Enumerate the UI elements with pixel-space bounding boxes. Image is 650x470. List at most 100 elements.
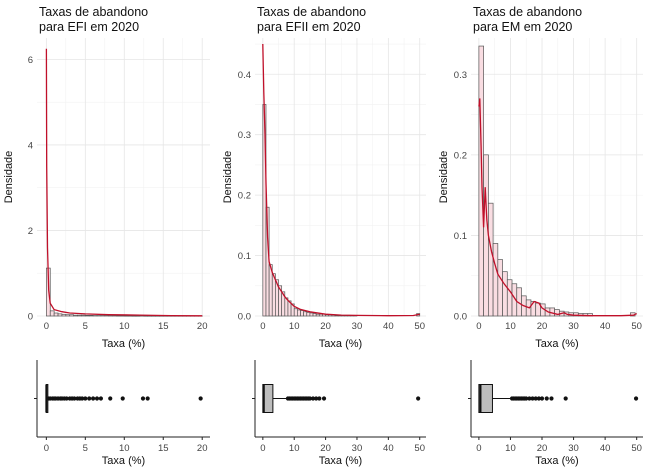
boxplot-x-tick-label: 40 [600, 443, 611, 454]
y-tick-label: 6 [28, 55, 33, 66]
boxplot-outlier [91, 396, 96, 401]
y-tick-label: 4 [28, 140, 33, 151]
boxplot-x-tick-label: 40 [383, 443, 394, 454]
density-curve [478, 98, 637, 317]
x-tick-label: 0 [260, 321, 265, 332]
boxplot-outlier [310, 396, 316, 401]
boxplot-x-axis-label: Taxa (%) [102, 455, 145, 467]
panel-title-line: para EFII em 2020 [257, 20, 361, 34]
y-tick-label: 0.2 [454, 150, 467, 161]
boxplot-x-axis-label: Taxa (%) [319, 455, 362, 467]
boxplot-outlier [544, 396, 549, 401]
boxplot-x-tick-label: 15 [158, 443, 169, 454]
histogram-bar [318, 313, 323, 317]
x-tick-label: 0 [476, 321, 481, 332]
boxplot-x-tick-label: 50 [631, 443, 642, 454]
boxplot-outlier [317, 396, 322, 401]
y-tick-label: 0.3 [454, 70, 467, 81]
boxplot-outlier [549, 396, 554, 401]
histogram-bar [506, 279, 513, 317]
boxplot-outlier [307, 396, 313, 401]
y-tick-label: 0 [28, 312, 33, 323]
histogram-bar [497, 259, 503, 317]
x-tick-label: 20 [320, 321, 331, 332]
x-tick-label: 20 [197, 321, 208, 332]
boxplot-outlier [314, 396, 319, 401]
histogram-bar [488, 202, 494, 317]
histogram-bar [530, 301, 537, 317]
boxplot-outlier [87, 396, 92, 401]
histogram-bar [57, 313, 63, 317]
x-tick-label: 50 [631, 321, 642, 332]
histogram-bar [69, 314, 74, 317]
boxplot-outlier [120, 396, 125, 401]
histogram-bar [297, 309, 301, 317]
y-tick-label: 0.0 [238, 312, 251, 323]
y-axis-label: Densidade [438, 151, 450, 204]
histogram-bar [315, 313, 320, 317]
histogram-bar [77, 314, 82, 317]
histogram-bar [306, 312, 311, 317]
histogram-bar [293, 308, 298, 317]
histogram-bar [309, 312, 314, 317]
x-tick-label: 5 [83, 321, 88, 332]
boxplot-x-tick-label: 10 [119, 443, 130, 454]
histogram-bar [300, 310, 304, 317]
x-tick-label: 20 [537, 321, 548, 332]
histogram-bar [483, 154, 489, 317]
histogram-bar [53, 312, 59, 317]
boxplot-x-tick-label: 30 [568, 443, 579, 454]
histogram-bar [312, 313, 317, 317]
boxplot-outlier [80, 396, 85, 401]
x-axis-label: Taxa (%) [535, 338, 578, 350]
x-tick-label: 0 [44, 321, 49, 332]
x-axis-label: Taxa (%) [102, 338, 145, 350]
x-tick-label: 30 [352, 321, 363, 332]
boxplot-x-tick-label: 0 [260, 443, 265, 454]
boxplot-x-tick-label: 20 [537, 443, 548, 454]
boxplot-x-tick-label: 20 [197, 443, 208, 454]
y-tick-label: 0.2 [238, 191, 251, 202]
boxplot-x-tick-label: 20 [320, 443, 331, 454]
histogram-bar [61, 313, 67, 317]
y-axis-label: Densidade [3, 151, 15, 204]
x-tick-label: 10 [119, 321, 130, 332]
boxplot-outlier [98, 396, 104, 401]
panel-title-line: para EFI em 2020 [39, 20, 139, 34]
boxplot-outlier [140, 396, 146, 401]
boxplot-x-tick-label: 5 [83, 443, 88, 454]
boxplot-x-tick-label: 0 [44, 443, 49, 454]
boxplot-x-tick-label: 10 [289, 443, 300, 454]
panel-title-line: Taxas de abandono [257, 5, 366, 19]
boxplot-outlier [527, 396, 532, 401]
boxplot-outlier [533, 396, 538, 401]
histogram-bar [84, 315, 90, 317]
histogram-bar [303, 311, 308, 317]
boxplot-outlier [416, 396, 421, 401]
x-tick-label: 10 [505, 321, 516, 332]
boxplot-outlier [108, 396, 113, 401]
histogram-bar [502, 271, 508, 317]
boxplot-outlier [539, 396, 545, 401]
boxplot-outlier [633, 396, 639, 401]
y-tick-label: 0.1 [454, 231, 467, 242]
histogram-bar [65, 314, 71, 317]
histogram-bar [73, 314, 78, 317]
boxplot-outlier [321, 396, 327, 401]
x-tick-label: 30 [568, 321, 579, 332]
boxplot-outlier [198, 396, 203, 401]
x-tick-label: 15 [158, 321, 169, 332]
x-axis-label: Taxa (%) [319, 338, 362, 350]
y-tick-label: 0.4 [238, 70, 251, 81]
boxplot-outlier [72, 396, 77, 401]
boxplot-x-tick-label: 0 [476, 443, 481, 454]
histogram-bar [81, 314, 86, 317]
y-tick-label: 0.0 [454, 312, 467, 323]
boxplot-outlier [94, 396, 100, 401]
histogram-bar [554, 309, 560, 317]
panel-title-line: para EM em 2020 [473, 20, 572, 34]
y-tick-label: 0.3 [238, 130, 251, 141]
y-axis-label: Densidade [222, 151, 234, 204]
